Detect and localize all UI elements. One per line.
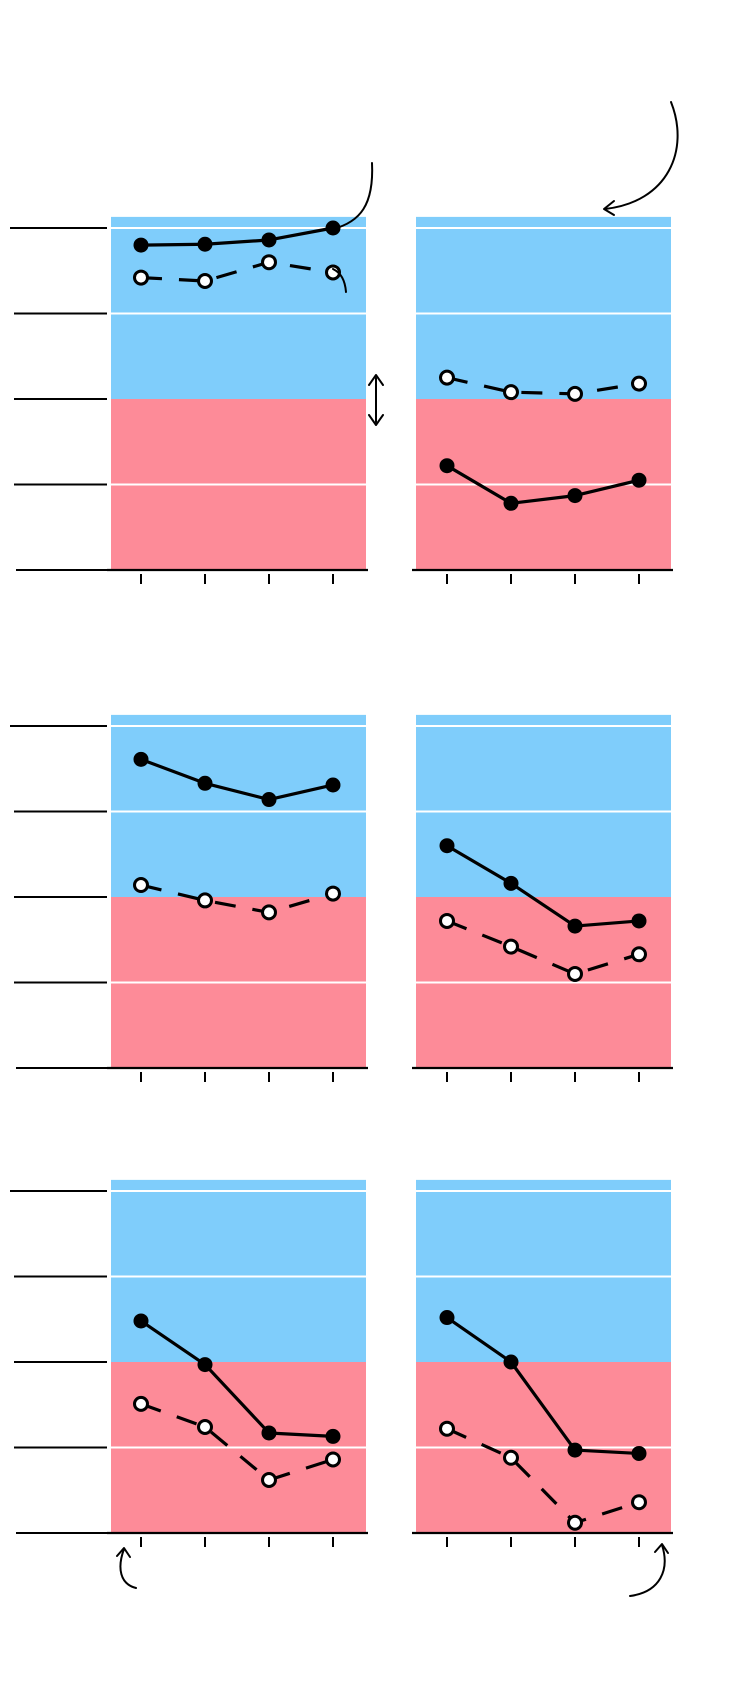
dashed-series-line	[446, 1427, 640, 1525]
chart-panel-4	[412, 714, 673, 1082]
dashed-series-line	[140, 883, 334, 914]
solid-series-line	[140, 1319, 334, 1438]
filled-data-point	[567, 1442, 583, 1458]
filled-data-point	[439, 838, 455, 854]
double-arrow-icon	[368, 414, 384, 426]
open-data-point	[567, 385, 583, 402]
open-data-point	[631, 1494, 647, 1511]
open-data-point	[197, 892, 213, 909]
open-data-point	[503, 384, 519, 401]
filled-data-point	[503, 1354, 519, 1370]
above-threshold-zone	[416, 714, 671, 897]
filled-data-point	[197, 1357, 213, 1373]
curved-arrow-icon	[332, 268, 347, 293]
above-threshold-zone	[416, 1179, 671, 1362]
filled-data-point	[503, 875, 519, 891]
filled-data-point	[133, 1313, 149, 1329]
curved-arrow-icon	[604, 101, 679, 210]
dashed-series-line	[446, 376, 640, 396]
open-data-point	[261, 1471, 277, 1488]
open-data-point	[133, 1395, 149, 1412]
filled-data-point	[261, 792, 277, 808]
above-threshold-zone	[416, 216, 671, 399]
double-arrow-icon	[368, 374, 384, 386]
filled-data-point	[325, 777, 341, 793]
open-data-point	[439, 369, 455, 386]
filled-data-point	[439, 1310, 455, 1326]
chart-panel-6	[412, 1179, 673, 1547]
solid-series-line	[140, 226, 334, 247]
filled-data-point	[197, 775, 213, 791]
solid-series-line	[446, 1316, 640, 1456]
curved-arrow-icon	[116, 1547, 131, 1558]
filled-data-point	[197, 236, 213, 252]
chart-panel-1	[10, 216, 368, 584]
dashed-series-line	[446, 919, 640, 976]
open-data-point	[567, 1514, 583, 1531]
open-data-point	[261, 904, 277, 921]
open-data-point	[133, 877, 149, 894]
curved-arrow-icon	[603, 200, 615, 216]
above-threshold-zone	[111, 1179, 366, 1362]
filled-data-point	[503, 495, 519, 511]
open-data-point	[325, 885, 341, 902]
filled-data-point	[439, 458, 455, 474]
open-data-point	[133, 269, 149, 286]
open-data-point	[631, 946, 647, 963]
solid-series-line	[140, 757, 334, 802]
open-data-point	[325, 264, 341, 281]
open-data-point	[325, 1451, 341, 1468]
above-threshold-zone	[111, 216, 366, 399]
filled-data-point	[325, 1428, 341, 1444]
solid-series-line	[446, 464, 640, 505]
filled-data-point	[133, 237, 149, 253]
filled-data-point	[631, 1445, 647, 1461]
dashed-series-line	[140, 260, 334, 283]
curved-arrow-icon	[654, 1543, 669, 1554]
open-data-point	[567, 965, 583, 982]
filled-data-point	[567, 918, 583, 934]
filled-data-point	[261, 1425, 277, 1441]
curved-arrow-icon	[119, 1548, 137, 1589]
curved-arrow-icon	[629, 1544, 666, 1597]
open-data-point	[631, 375, 647, 392]
open-data-point	[261, 254, 277, 271]
open-data-point	[439, 912, 455, 929]
filled-data-point	[261, 232, 277, 248]
open-data-point	[197, 273, 213, 290]
solid-series-line	[446, 844, 640, 928]
chart-panel-5	[10, 1179, 368, 1547]
above-threshold-zone	[111, 714, 366, 897]
chart-panel-2	[412, 216, 673, 584]
filled-data-point	[133, 751, 149, 767]
filled-data-point	[631, 472, 647, 488]
filled-data-point	[567, 488, 583, 504]
filled-data-point	[631, 913, 647, 929]
chart-panel-3	[10, 714, 368, 1082]
open-data-point	[197, 1418, 213, 1435]
curved-arrow-icon	[332, 162, 374, 230]
open-data-point	[439, 1420, 455, 1437]
open-data-point	[503, 1449, 519, 1466]
open-data-point	[503, 938, 519, 955]
